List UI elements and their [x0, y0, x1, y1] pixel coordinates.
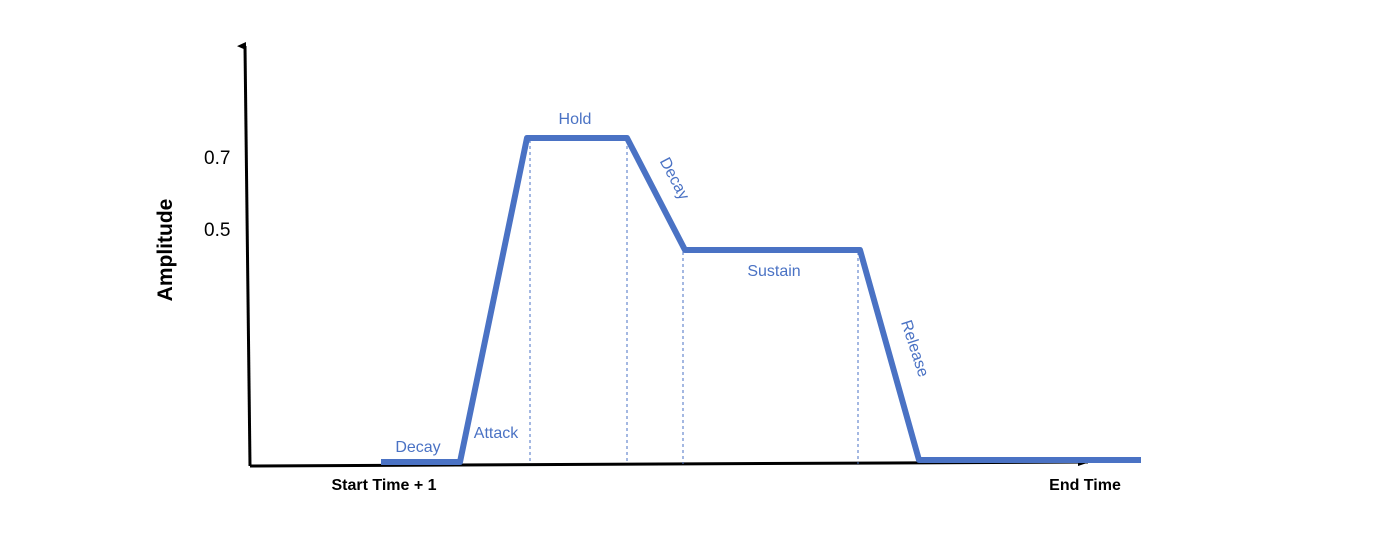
phase-label-sustain: Sustain — [747, 263, 800, 280]
end-time-label: End Time — [1049, 477, 1121, 494]
phase-guides — [529, 140, 859, 464]
envelope-line — [381, 135, 1141, 465]
phase-label-attack: Attack — [474, 425, 519, 442]
phase-label-hold: Hold — [559, 111, 592, 128]
phase-label-decay: Decay — [656, 155, 692, 203]
y-tick-0-5: 0.5 — [204, 220, 230, 241]
y-axis-title: Amplitude — [154, 199, 177, 302]
start-time-label: Start Time + 1 — [331, 477, 436, 494]
phase-label-decay-initial: Decay — [395, 439, 440, 456]
y-axis — [237, 41, 252, 467]
y-tick-0-7: 0.7 — [204, 148, 230, 169]
phase-label-release: Release — [897, 318, 931, 379]
